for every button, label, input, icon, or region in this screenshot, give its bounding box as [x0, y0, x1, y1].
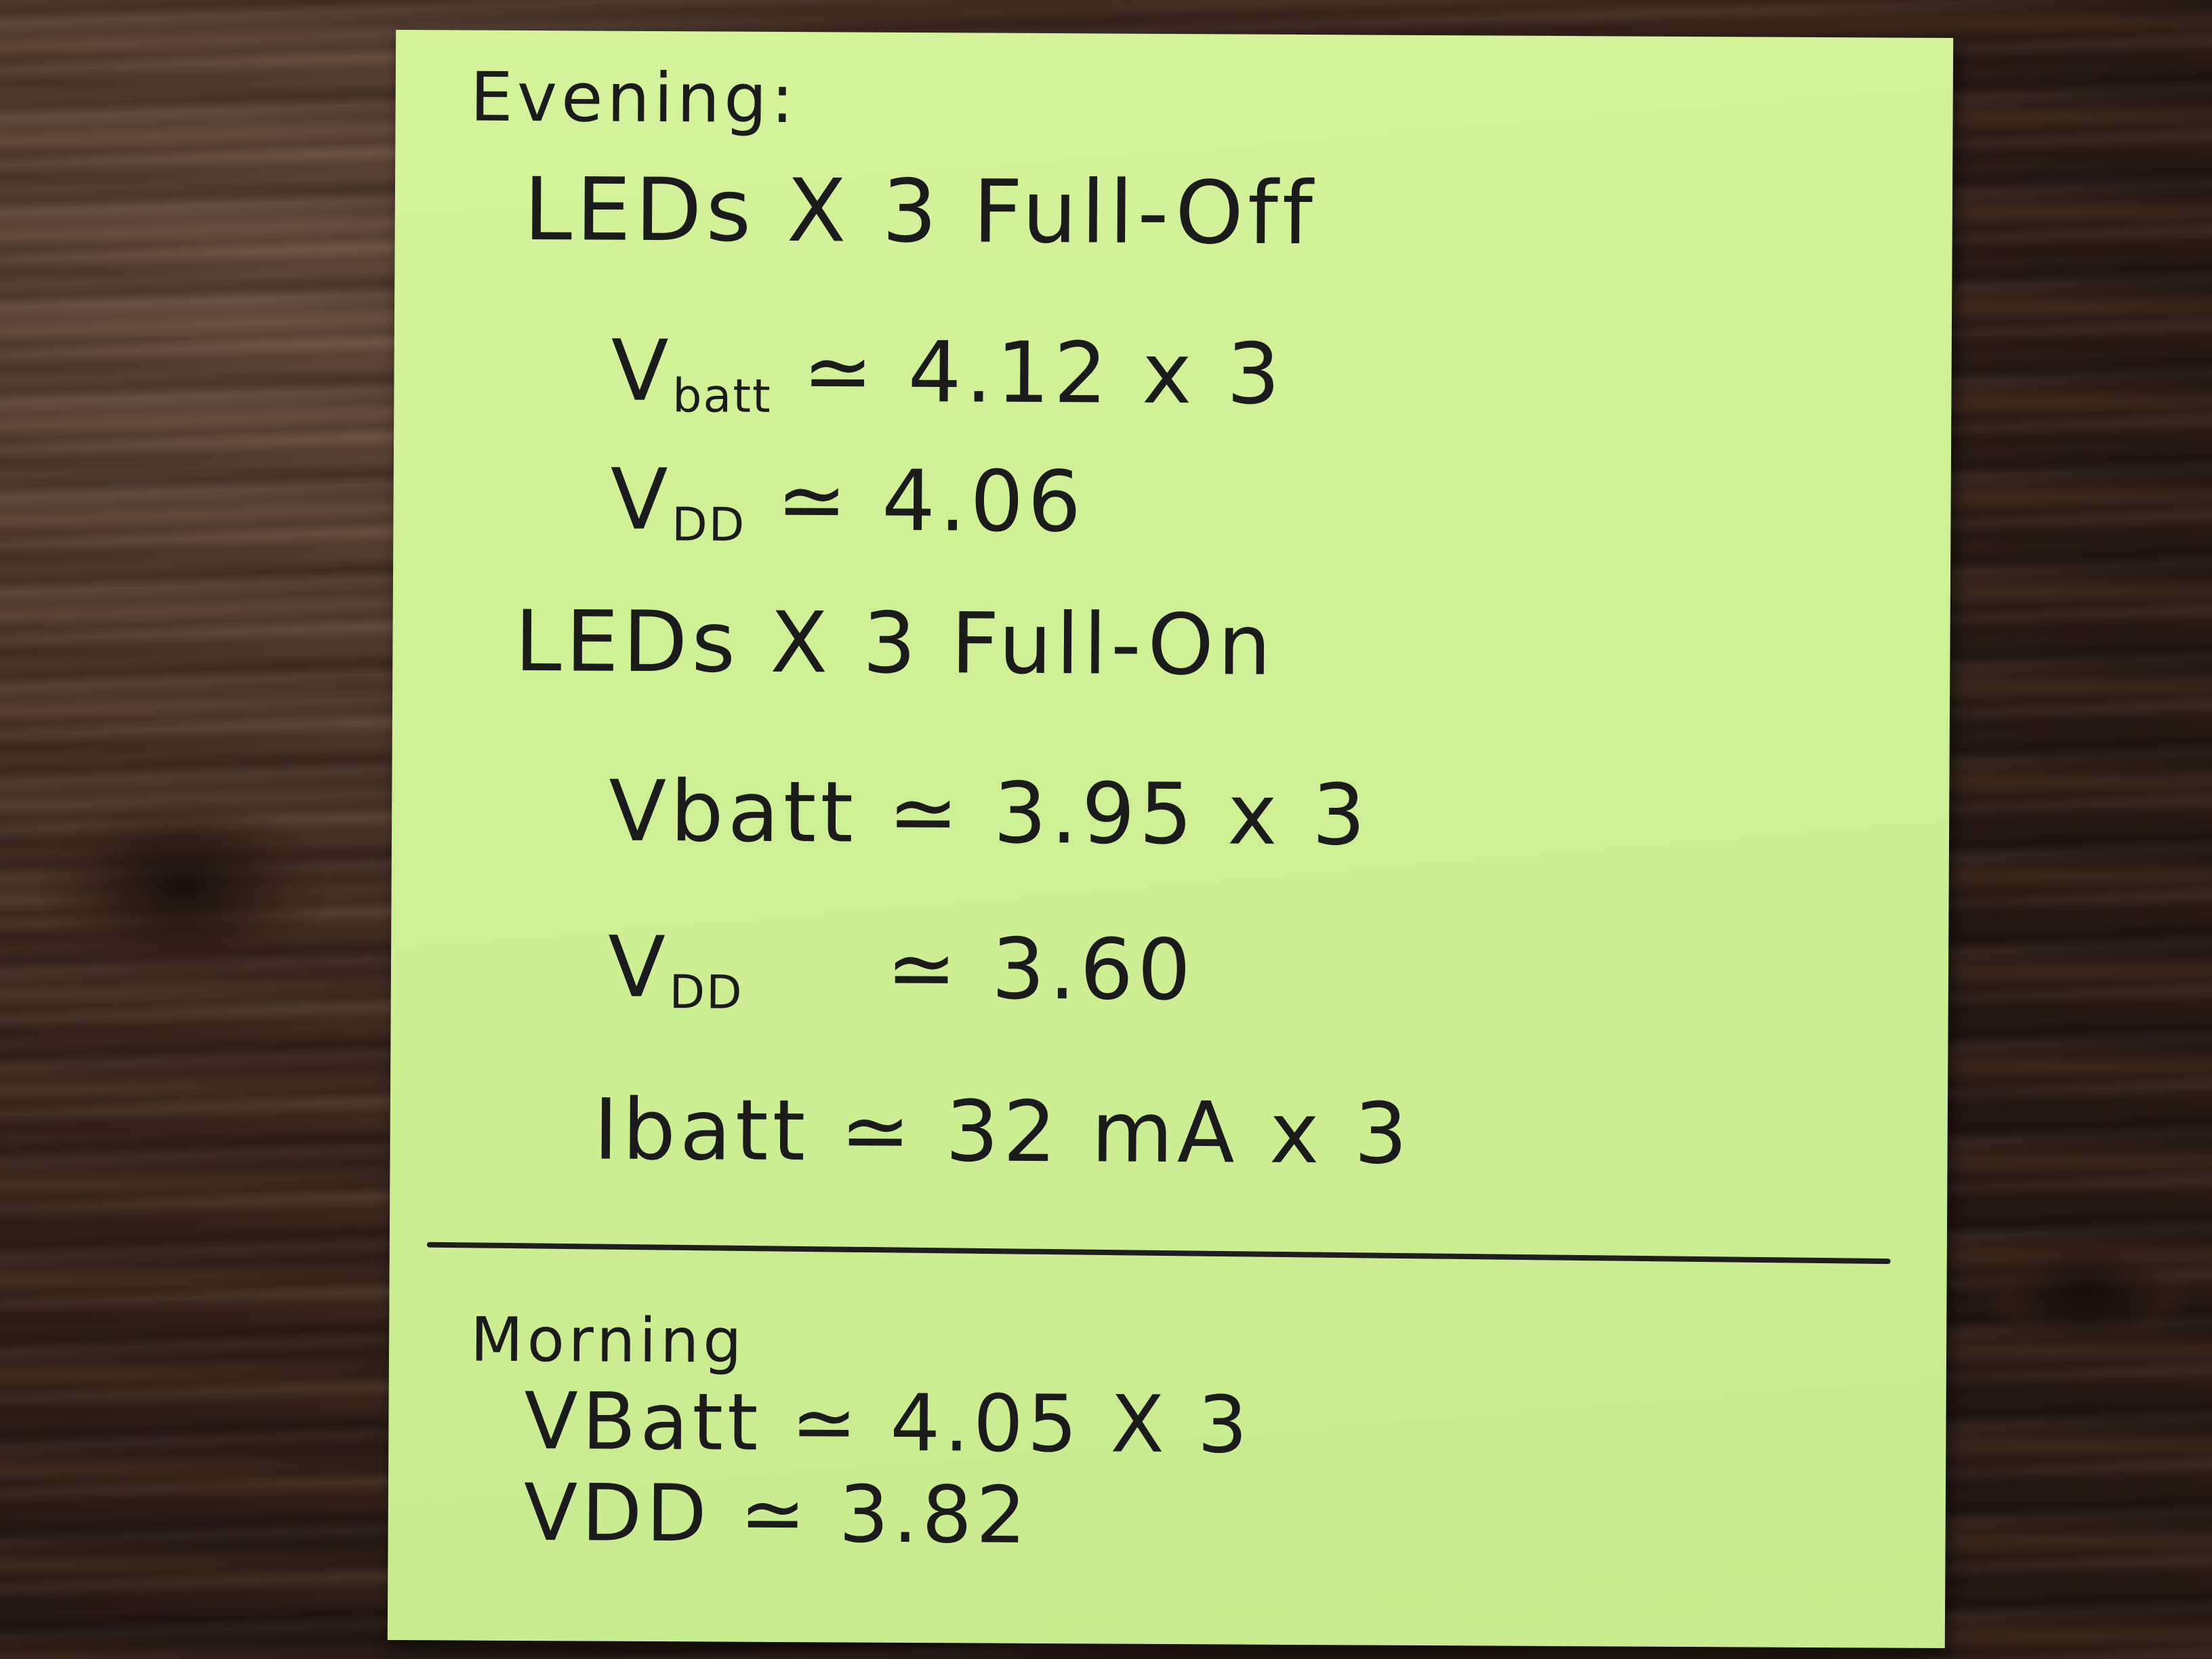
- vbatt-value: ≃ 4.05 X 3: [790, 1377, 1252, 1471]
- full-off-header: LEDs X 3 Full-Off: [523, 159, 1317, 265]
- morning-vbatt-line: VBatt ≃ 4.05 X 3: [524, 1376, 1252, 1471]
- full-off-vbatt-line: Vbatt ≃ 4.12 x 3: [611, 323, 1284, 426]
- vdd-subscript: DD: [669, 966, 743, 1020]
- vbatt-subscript: batt: [672, 369, 772, 424]
- wood-knot: [41, 800, 325, 976]
- vbatt-label: VBatt: [524, 1376, 762, 1469]
- morning-heading: Morning: [470, 1304, 746, 1377]
- vdd-label: V: [610, 451, 672, 550]
- vdd-value: ≃ 3.60: [886, 920, 1195, 1020]
- evening-heading: Evening:: [470, 57, 798, 139]
- vdd-value: ≃ 3.82: [739, 1468, 1031, 1561]
- morning-vdd-line: VDD ≃ 3.82: [523, 1467, 1030, 1561]
- full-on-vbatt-line: Vbatt ≃ 3.95 x 3: [609, 763, 1370, 865]
- vbatt-label: V: [611, 322, 673, 421]
- full-on-vdd-line: VDD ≃ 3.60: [608, 919, 1195, 1023]
- full-on-ibatt-line: Ibatt ≃ 32 mA x 3: [593, 1082, 1412, 1183]
- vbatt-label: Vbatt: [608, 762, 858, 862]
- ibatt-label: Ibatt: [593, 1081, 810, 1181]
- vdd-value: ≃ 4.06: [776, 451, 1086, 552]
- sticky-note: Evening: LEDs X 3 Full-Off Vbatt ≃ 4.12 …: [387, 30, 1954, 1648]
- wood-knot: [1986, 1233, 2189, 1355]
- divider-line: [426, 1242, 1891, 1265]
- vdd-label: V: [607, 918, 670, 1017]
- vdd-subscript: DD: [672, 498, 746, 552]
- full-on-header: LEDs X 3 Full-On: [514, 592, 1275, 695]
- full-off-vdd-line: VDD ≃ 4.06: [610, 451, 1085, 554]
- ibatt-value: ≃ 32 mA x 3: [840, 1082, 1412, 1183]
- vdd-label: VDD: [523, 1467, 712, 1560]
- vbatt-value: ≃ 3.95 x 3: [888, 764, 1370, 865]
- vbatt-value: ≃ 4.12 x 3: [802, 323, 1285, 424]
